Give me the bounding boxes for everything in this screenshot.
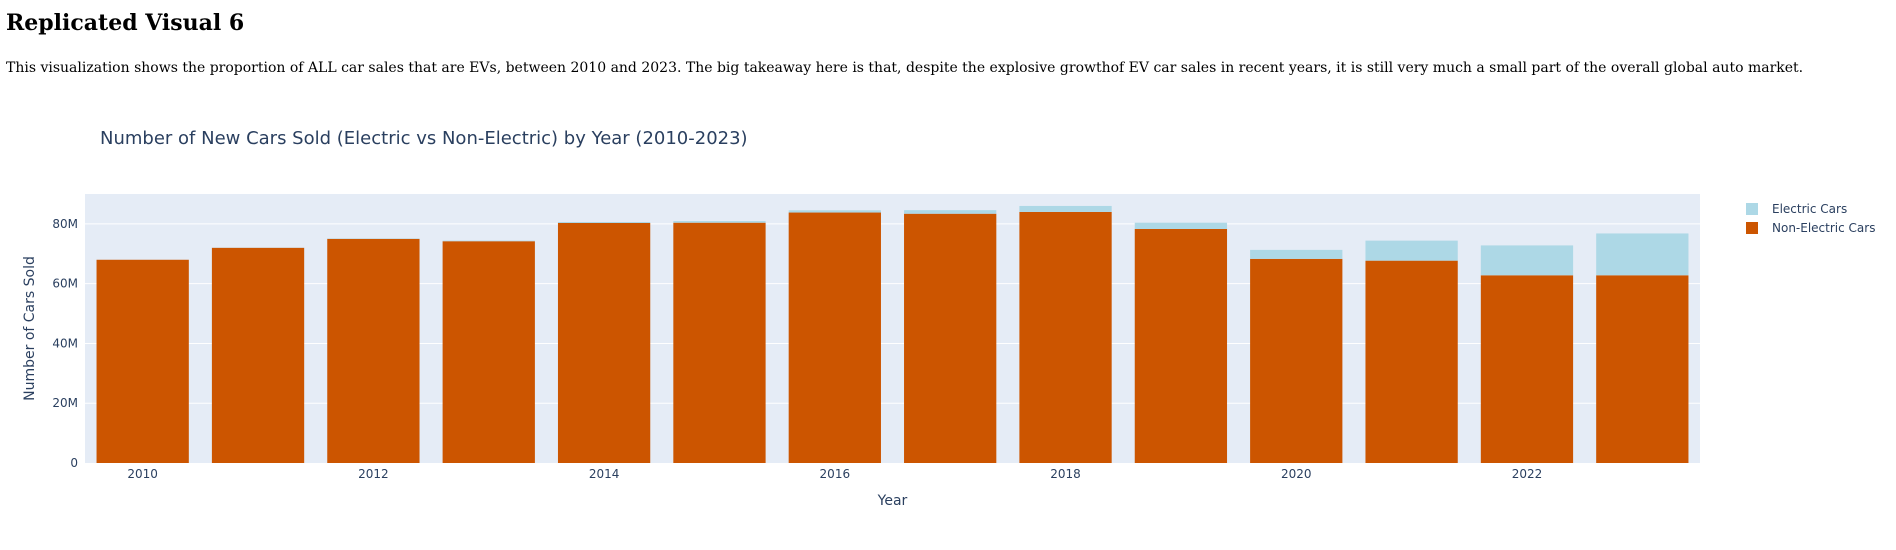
bar[interactable] bbox=[442, 240, 535, 242]
x-tick-label: 2016 bbox=[820, 467, 851, 481]
x-tick-label: 2012 bbox=[358, 467, 389, 481]
x-tick-label: 2010 bbox=[127, 467, 158, 481]
bar[interactable] bbox=[1250, 258, 1343, 463]
legend-label: Non-Electric Cars bbox=[1772, 221, 1875, 235]
bar[interactable] bbox=[557, 222, 651, 223]
bar[interactable] bbox=[1134, 222, 1228, 229]
bar[interactable] bbox=[673, 222, 766, 463]
y-tick-label: 40M bbox=[52, 336, 78, 350]
y-tick-label: 80M bbox=[52, 217, 78, 231]
bar[interactable] bbox=[904, 213, 997, 463]
bar[interactable] bbox=[1365, 260, 1458, 463]
x-tick-label: 2014 bbox=[589, 467, 620, 481]
y-tick-label: 0 bbox=[70, 456, 78, 470]
bar[interactable] bbox=[1019, 211, 1112, 463]
y-tick-label: 20M bbox=[52, 396, 78, 410]
chart-title: Number of New Cars Sold (Electric vs Non… bbox=[100, 128, 748, 149]
x-tick-label: 2018 bbox=[1050, 467, 1081, 481]
bar[interactable] bbox=[904, 210, 997, 214]
y-axis-ticks: 0 20M 40M 60M 80M bbox=[52, 217, 78, 470]
bar[interactable] bbox=[327, 238, 420, 463]
bars bbox=[96, 205, 1689, 463]
bar[interactable] bbox=[211, 247, 305, 463]
legend[interactable]: Electric Cars Non-Electric Cars bbox=[1746, 202, 1875, 235]
bar[interactable] bbox=[1250, 249, 1343, 259]
bar[interactable] bbox=[1480, 275, 1574, 463]
bar[interactable] bbox=[673, 221, 766, 223]
bar[interactable] bbox=[788, 210, 881, 213]
bar[interactable] bbox=[1596, 233, 1689, 276]
y-tick-label: 60M bbox=[52, 277, 78, 291]
bar[interactable] bbox=[1134, 228, 1228, 463]
series-non-electric-cars bbox=[96, 211, 1689, 463]
legend-swatch bbox=[1746, 203, 1758, 215]
y-axis-title: Number of Cars Sold bbox=[22, 256, 38, 401]
series-electric-cars bbox=[96, 205, 1689, 276]
bar[interactable] bbox=[96, 259, 189, 463]
bar[interactable] bbox=[1019, 205, 1112, 212]
x-tick-label: 2022 bbox=[1512, 467, 1543, 481]
bar[interactable] bbox=[557, 222, 651, 463]
legend-item[interactable]: Electric Cars bbox=[1746, 202, 1847, 216]
bar[interactable] bbox=[1365, 240, 1458, 261]
x-axis-ticks: 2010 2012 2014 2016 2018 2020 2022 bbox=[127, 467, 1542, 481]
bar[interactable] bbox=[1480, 245, 1574, 276]
legend-item[interactable]: Non-Electric Cars bbox=[1746, 221, 1875, 235]
x-axis-title: Year bbox=[877, 493, 908, 509]
page-title: Replicated Visual 6 bbox=[6, 10, 245, 36]
bar[interactable] bbox=[788, 212, 881, 463]
page-description: This visualization shows the proportion … bbox=[6, 60, 1804, 76]
bar[interactable] bbox=[1596, 275, 1689, 463]
legend-label: Electric Cars bbox=[1772, 202, 1847, 216]
x-tick-label: 2020 bbox=[1281, 467, 1312, 481]
legend-swatch bbox=[1746, 222, 1758, 234]
bar[interactable] bbox=[442, 241, 535, 463]
